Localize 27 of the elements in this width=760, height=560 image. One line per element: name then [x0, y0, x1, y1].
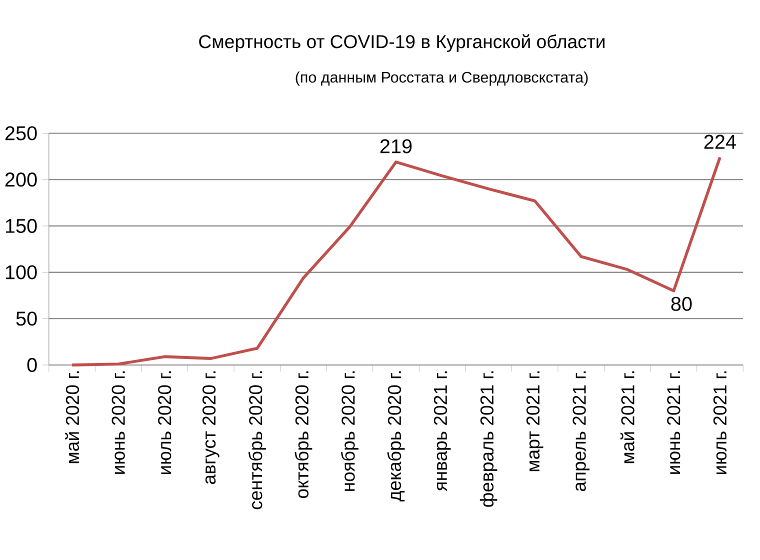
x-tick-label: май 2020 г.	[65, 371, 80, 464]
x-tick-label: сентябрь 2020 г.	[248, 371, 266, 510]
x-tick-label: август 2020 г.	[202, 371, 220, 484]
x-tick-label: февраль 2021 г.	[480, 371, 498, 507]
x-tick-label: ноябрь 2020 г.	[340, 371, 358, 491]
x-tick-label: июнь 2021 г.	[667, 371, 680, 474]
x-tick-label: декабрь 2020 г.	[387, 371, 405, 502]
y-tick-label: 150	[6, 218, 37, 234]
data-label: 219	[380, 139, 412, 154]
x-tick-label: октябрь 2020 г.	[294, 371, 312, 498]
x-tick-label: июль 2020 г.	[158, 371, 172, 474]
chart-title: Смертность от COVID-19 в Курганской области	[199, 34, 604, 52]
y-tick-label: 100	[6, 265, 37, 280]
x-tick-label: май 2021 г.	[620, 371, 634, 464]
x-tick-label: апрель 2021 г.	[572, 371, 590, 492]
y-tick-label: 200	[5, 172, 37, 187]
x-tick-label: январь 2021 г.	[434, 371, 451, 492]
data-label: 80	[671, 296, 692, 311]
x-tick-label: июль 2021 г.	[713, 371, 727, 474]
y-tick-label: 0	[27, 358, 37, 372]
x-tick-label: март 2021 г.	[526, 371, 544, 472]
chart-subtitle: (по данным Росстата и Свердловскстата)	[296, 72, 588, 86]
data-label: 224	[704, 134, 736, 149]
line-series	[70, 156, 722, 366]
x-tick-label: июнь 2020 г.	[112, 371, 125, 474]
y-tick-label: 250	[5, 126, 37, 140]
y-tick-label: 50	[16, 312, 37, 326]
